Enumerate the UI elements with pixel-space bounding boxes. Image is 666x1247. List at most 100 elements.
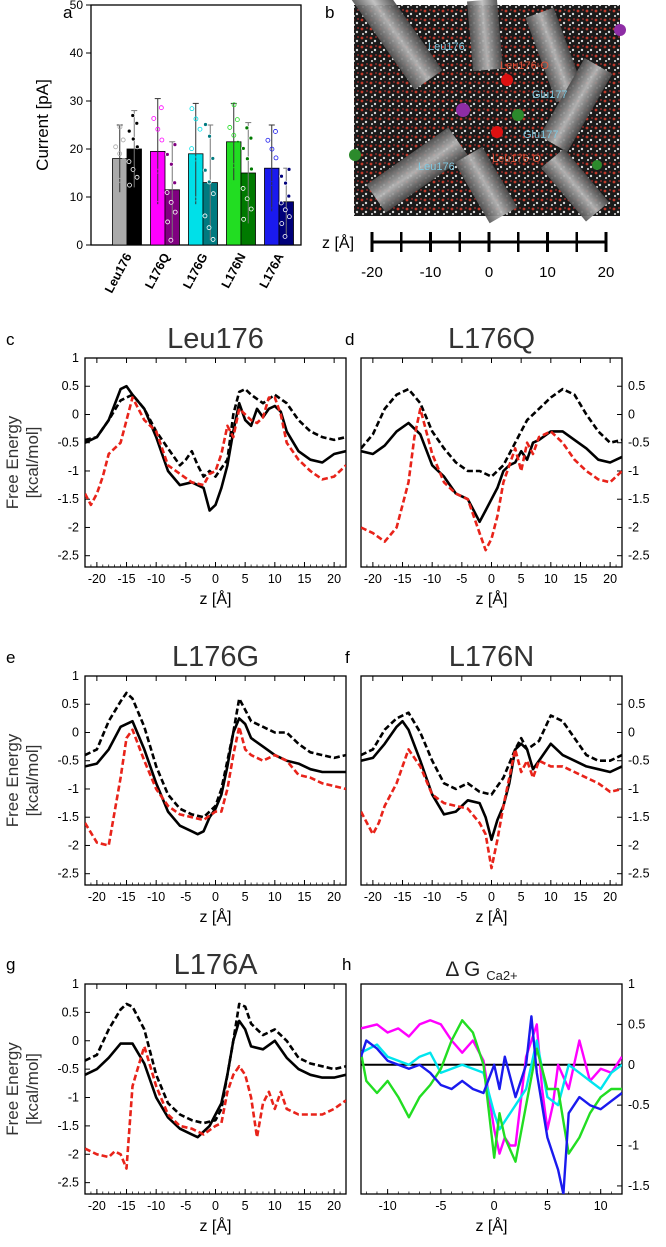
- data-point: [241, 216, 247, 222]
- data-point: [269, 207, 275, 213]
- data-point: [273, 155, 279, 161]
- x-tick-label: -20: [364, 572, 382, 586]
- chart-title-main: Δ G: [445, 958, 486, 981]
- series-line-dashed-black: [361, 387, 622, 478]
- y-tick-label: 0: [76, 238, 83, 252]
- y-tick-label: 0.5: [628, 697, 645, 711]
- data-point: [134, 144, 140, 150]
- data-point: [273, 189, 279, 195]
- chart-title-subscript: Ca2+: [486, 968, 517, 983]
- data-point: [151, 190, 157, 196]
- x-tick-label: -5: [456, 890, 467, 904]
- y-tick-label: 1: [72, 977, 79, 991]
- data-point: [202, 167, 208, 173]
- data-point: [203, 122, 208, 127]
- y-tick-label: -2.5: [57, 867, 79, 881]
- y-axis-label-line2: [kcal/mol]: [23, 427, 42, 499]
- panel-letter-c: c: [6, 330, 15, 349]
- data-point: [206, 225, 212, 231]
- data-point: [164, 190, 170, 195]
- panel-letter-e: e: [6, 648, 15, 667]
- data-point: [249, 166, 254, 172]
- x-tick-label: 5: [518, 890, 525, 904]
- series-line-solid: [361, 421, 622, 524]
- x-tick-label: -10: [379, 1199, 397, 1213]
- x-tick-label: 20: [327, 1199, 341, 1213]
- plot-frame: [360, 675, 623, 886]
- y-tick-label: -1.5: [57, 1119, 79, 1133]
- y-tick-label: 0: [628, 407, 635, 421]
- data-point: [283, 180, 288, 186]
- data-point: [248, 206, 254, 212]
- data-point: [206, 179, 212, 185]
- series-line-solid: [85, 384, 346, 512]
- data-point: [273, 129, 278, 134]
- data-point: [286, 167, 292, 172]
- y-axis-label: Free Energy[kcal/mol]: [3, 415, 42, 509]
- data-point: [227, 148, 233, 154]
- data-point: [197, 206, 202, 212]
- data-point: [127, 182, 132, 188]
- y-axis-label-line2: [kcal/mol]: [23, 745, 42, 817]
- x-category-label: L176A: [257, 251, 287, 291]
- x-axis-label: z [Å]: [199, 589, 231, 608]
- x-tick-label: -5: [456, 572, 467, 586]
- series-line-solid: [361, 719, 622, 842]
- snapshot-label-leu176-o-bottom: Leu176-O: [492, 153, 541, 165]
- snapshot-label-glu177-bottom: Glu177: [523, 129, 558, 141]
- data-point: [121, 184, 126, 190]
- series-line-l176a: [361, 1015, 622, 1194]
- x-tick-label: 15: [574, 890, 588, 904]
- x-tick-label: 10: [268, 890, 282, 904]
- x-tick-label: -20: [88, 890, 106, 904]
- scale-tick-label: -10: [420, 264, 442, 281]
- y-tick-label: -0.5: [57, 754, 79, 768]
- data-point: [120, 137, 126, 143]
- y-tick-label: 20: [70, 142, 84, 156]
- series-line-solid: [85, 1019, 346, 1139]
- y-tick-label: 0: [628, 1058, 635, 1072]
- pmf-chart-leu176: Leu176 -20 -15 -10 -5 0 5 10 15 20 z [Å] 1 0.5 0 -0.5 -…: [3, 323, 347, 608]
- panel-letter-g: g: [6, 955, 15, 974]
- y-tick-label: -1: [628, 1139, 639, 1153]
- data-point: [151, 157, 156, 163]
- y-tick-label: 0.5: [628, 1017, 645, 1031]
- data-point: [117, 151, 123, 157]
- y-tick-label: 0: [72, 407, 79, 421]
- series-line-l176n: [361, 1019, 622, 1163]
- x-tick-label: 0: [212, 1199, 219, 1213]
- data-point: [227, 125, 233, 130]
- y-tick-label: -1.5: [628, 1179, 650, 1193]
- x-tick-label: 15: [298, 890, 312, 904]
- data-point: [234, 117, 240, 122]
- x-tick-label: 5: [242, 572, 249, 586]
- x-tick-label: 10: [544, 572, 558, 586]
- y-tick-label: -1.5: [57, 810, 79, 824]
- x-tick-label: -20: [88, 572, 106, 586]
- y-tick-label: -1: [628, 782, 639, 796]
- chart-title: L176A: [174, 949, 259, 981]
- x-tick-label: 10: [268, 1199, 282, 1213]
- y-tick-label: -2: [68, 520, 79, 534]
- data-point: [134, 120, 140, 126]
- x-tick-label: 10: [268, 572, 282, 586]
- series-line-dashed-red: [85, 1045, 346, 1170]
- y-tick-label: -2.5: [628, 549, 650, 563]
- x-tick-label: -10: [147, 1199, 165, 1213]
- y-tick-label: 0: [72, 725, 79, 739]
- x-category-label: Leu176: [102, 251, 135, 296]
- data-point: [210, 156, 216, 161]
- panel-letter-d: d: [345, 330, 354, 349]
- y-axis-label-line1: Free Energy: [3, 1042, 22, 1136]
- data-point: [231, 163, 236, 169]
- x-tick-label: -5: [180, 572, 191, 586]
- data-point: [278, 200, 284, 206]
- y-tick-label: -1: [68, 1091, 79, 1105]
- panel-letter-b: b: [325, 3, 334, 22]
- plot-frame: [84, 357, 347, 568]
- data-point: [231, 102, 237, 108]
- data-point: [279, 173, 284, 179]
- x-tick-label: -15: [117, 890, 135, 904]
- data-point: [265, 137, 271, 143]
